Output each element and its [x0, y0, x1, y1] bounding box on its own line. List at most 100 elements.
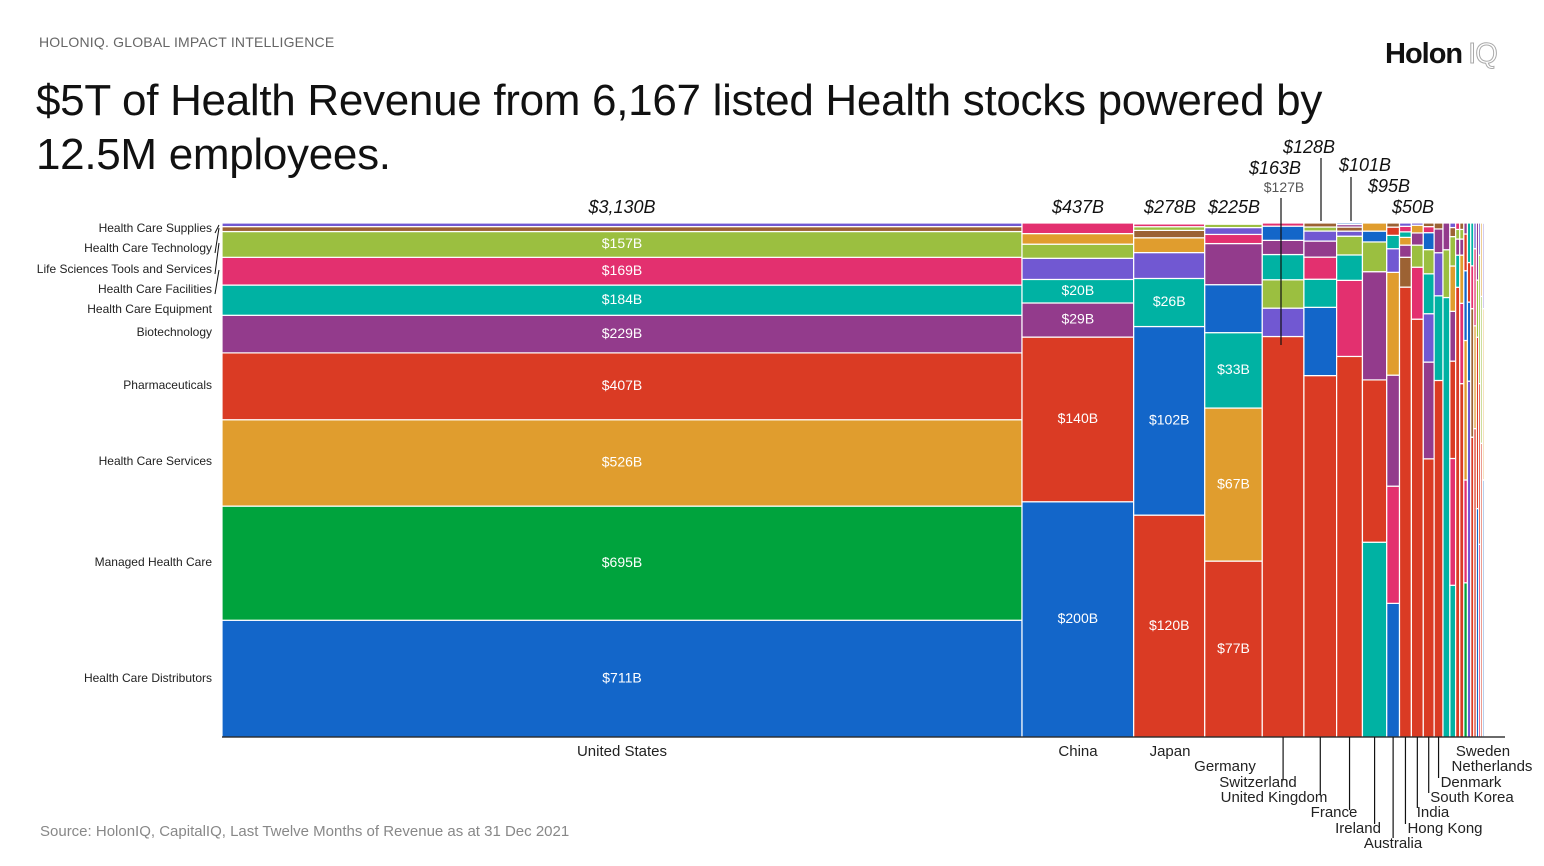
segment-facilities	[1204, 233, 1263, 245]
segment-services	[1361, 222, 1388, 232]
segment-supplies	[1204, 226, 1263, 236]
segment-value-label: $711B	[602, 669, 641, 685]
column-total-label: $225B	[1207, 197, 1260, 217]
segment-pharma	[1449, 360, 1457, 460]
segment-tech	[1386, 222, 1401, 228]
segment-tech	[1398, 256, 1412, 288]
segment-biotech	[1398, 244, 1412, 258]
segment-pharma	[1455, 286, 1461, 738]
segment-value-label: $26B	[1153, 293, 1186, 309]
segment-value-label: $33B	[1217, 361, 1250, 377]
segment-tech	[1303, 222, 1338, 228]
country-label: United Kingdom	[1221, 789, 1328, 806]
sector-leader-line	[214, 227, 220, 254]
segment-equipment	[1422, 273, 1435, 315]
segment-equipment	[1204, 332, 1263, 409]
segment-distributors	[1386, 602, 1401, 738]
segment-tech	[1336, 226, 1364, 232]
segment-biotech	[1459, 238, 1465, 256]
segment-pharma	[1303, 374, 1338, 738]
segment-distributors	[1204, 284, 1263, 334]
segment-facilities	[1303, 256, 1338, 280]
segment-supplies	[221, 222, 1023, 228]
segment-pharma	[1422, 458, 1435, 738]
segment-distributors	[1261, 225, 1305, 241]
country-label: Switzerland	[1219, 774, 1297, 791]
segment-equipment	[1386, 234, 1401, 250]
segment-equipment	[1361, 541, 1388, 738]
segment-facilities	[1410, 266, 1424, 320]
segment-value-label: $140B	[1058, 410, 1098, 426]
segment-tech	[1433, 222, 1444, 230]
segment-facilities	[1261, 222, 1305, 227]
segment-pharma	[1261, 335, 1305, 738]
sector-label: Pharmaceuticals	[123, 378, 212, 392]
country-label: Hong Kong	[1407, 820, 1482, 837]
kicker: HOLONIQ. GLOBAL IMPACT INTELLIGENCE	[39, 34, 335, 50]
sector-label: Health Care Technology	[84, 241, 212, 255]
segment-distributors	[1361, 230, 1388, 243]
segment-equipment	[1442, 296, 1451, 738]
segment-supplies	[1303, 230, 1338, 242]
column-total-label: $3,130B	[587, 197, 655, 217]
segment-tech	[1422, 222, 1435, 228]
country-label: Japan	[1150, 743, 1191, 760]
segment-value-label: $526B	[602, 454, 642, 470]
segment-lifesci	[1410, 244, 1424, 268]
column-total-label: $101B	[1338, 155, 1391, 175]
segment-services	[1410, 224, 1424, 234]
segment-tech	[1204, 222, 1263, 225]
segment-distributors	[1422, 232, 1435, 251]
sector-leader-line	[214, 242, 220, 275]
sector-label: Health Care Services	[99, 454, 212, 468]
segment-biotech	[1410, 232, 1424, 246]
segment-pharma	[1410, 318, 1424, 738]
segment-services	[1398, 236, 1412, 246]
segment-equipment	[1398, 231, 1412, 238]
segment-value-label: $102B	[1149, 412, 1189, 428]
segment-supplies	[1398, 222, 1412, 227]
sector-label: Health Care Facilities	[98, 282, 212, 296]
segment-facilities	[1336, 279, 1364, 358]
column-total-label: $95B	[1367, 176, 1410, 196]
segment-biotech	[1455, 238, 1461, 256]
logo-main: Holon	[1385, 38, 1463, 70]
segment-pharma	[1398, 286, 1412, 738]
country-label: United States	[577, 743, 667, 760]
column-total-label: $278B	[1143, 197, 1196, 217]
segment-tech	[1449, 226, 1457, 238]
segment-value-label: $184B	[602, 291, 642, 307]
segment-value-label: $120B	[1149, 617, 1189, 633]
segment-biotech	[1442, 222, 1451, 251]
segment-value-label: $200B	[1058, 610, 1098, 626]
country-label: France	[1311, 804, 1358, 821]
callout-value-label: $127B	[1264, 179, 1304, 195]
segment-distributors	[1021, 501, 1135, 738]
segment-biotech	[1021, 302, 1135, 338]
country-label: Germany	[1194, 758, 1256, 775]
segment-tech	[1133, 229, 1206, 239]
segment-facilities	[1459, 302, 1465, 385]
segment-equipment	[1455, 254, 1461, 288]
segment-biotech	[221, 314, 1023, 354]
segment-biotech	[1361, 271, 1388, 381]
segment-supplies	[1449, 222, 1457, 229]
segment-pharma	[1433, 379, 1444, 738]
sector-label: Managed Health Care	[95, 555, 213, 569]
country-label: Sweden	[1456, 743, 1510, 760]
segment-facilities	[1398, 225, 1412, 233]
segment-biotech	[1422, 361, 1435, 460]
segment-lifesci	[1442, 249, 1451, 299]
segment-pharma	[1361, 379, 1388, 543]
segment-equipment	[1303, 278, 1338, 308]
country-label: South Korea	[1430, 789, 1514, 806]
segment-lifesci	[1336, 235, 1364, 256]
segment-supplies	[1410, 222, 1424, 226]
logo-accent: IQ	[1468, 38, 1499, 71]
sector-label: Health Care Supplies	[99, 221, 212, 235]
segment-lifesci	[1361, 241, 1388, 273]
column-total-label: $437B	[1051, 197, 1104, 217]
sector-label: Health Care Distributors	[84, 671, 212, 685]
segment-biotech	[1433, 228, 1444, 254]
segment-value-label: $157B	[602, 235, 642, 251]
